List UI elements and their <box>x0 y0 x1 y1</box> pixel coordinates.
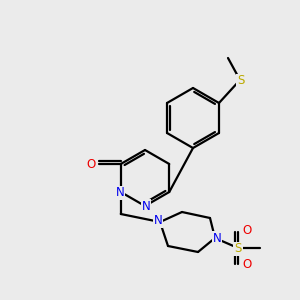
Text: O: O <box>242 259 252 272</box>
Text: O: O <box>242 224 252 238</box>
Text: S: S <box>234 242 242 256</box>
Text: O: O <box>86 158 95 170</box>
Text: N: N <box>213 232 221 244</box>
Text: N: N <box>116 187 124 200</box>
Text: S: S <box>237 74 245 88</box>
Text: N: N <box>142 200 150 212</box>
Text: N: N <box>154 214 162 227</box>
